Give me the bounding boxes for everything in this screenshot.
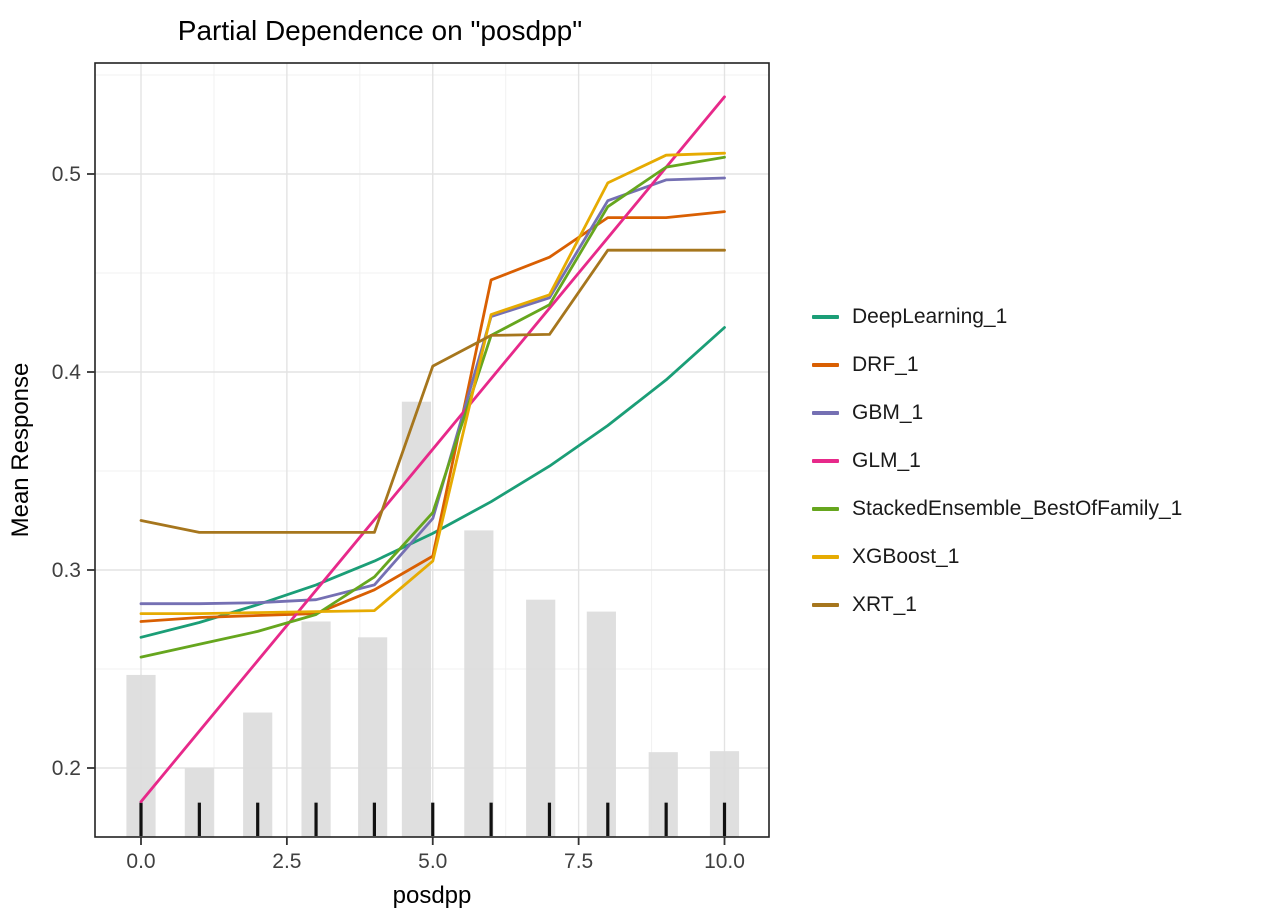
x-tick-label: 2.5 — [272, 850, 301, 873]
series-line-GLM_1 — [139, 95, 726, 804]
y-tick-label: 0.5 — [52, 163, 81, 186]
y-axis-title: Mean Response — [7, 363, 34, 538]
legend-item-GBM_1: GBM_1 — [812, 389, 1182, 437]
legend-item-DeepLearning_1: DeepLearning_1 — [812, 293, 1182, 341]
legend-swatch — [812, 603, 839, 607]
legend-label: GLM_1 — [852, 449, 921, 472]
legend-item-XRT_1: XRT_1 — [812, 581, 1182, 629]
x-tick-label: 5.0 — [418, 850, 447, 873]
histogram-bar — [464, 530, 494, 838]
legend-swatch — [812, 555, 839, 559]
series-line-DeepLearning_1 — [139, 326, 726, 639]
legend-item-DRF_1: DRF_1 — [812, 341, 1182, 389]
legend: DeepLearning_1 DRF_1 GBM_1 GLM_1 StackedEnse… — [812, 293, 1182, 629]
legend-swatch — [812, 459, 839, 463]
histogram-bar — [648, 752, 678, 838]
x-axis-title: posdpp — [393, 882, 472, 909]
legend-swatch — [812, 363, 839, 367]
series-line-XGBoost_1 — [139, 151, 726, 615]
legend-swatch — [812, 507, 839, 511]
y-tick-label: 0.3 — [52, 559, 81, 582]
y-tick-label: 0.2 — [52, 757, 81, 780]
x-tick-label: 7.5 — [564, 850, 593, 873]
axes: 0.0 2.5 5.0 7.5 10.0 0.2 0.3 0.4 0.5 — [52, 163, 745, 873]
chart-title: Partial Dependence on "posdpp" — [178, 15, 582, 46]
legend-label: XGBoost_1 — [852, 545, 960, 568]
histogram-bar — [526, 599, 556, 838]
legend-label: DRF_1 — [852, 353, 919, 376]
legend-item-XGBoost_1: XGBoost_1 — [812, 533, 1182, 581]
legend-label: GBM_1 — [852, 401, 924, 424]
histogram-bar — [358, 637, 388, 838]
legend-item-GLM_1: GLM_1 — [812, 437, 1182, 485]
rug-marks — [139, 802, 727, 836]
x-tick-label: 10.0 — [704, 850, 745, 873]
legend-item-StackedEnsemble_BestOfFamily_1: StackedEnsemble_BestOfFamily_1 — [812, 485, 1182, 533]
legend-label: DeepLearning_1 — [852, 305, 1008, 328]
legend-label: XRT_1 — [852, 593, 917, 616]
histogram-bars — [126, 401, 740, 838]
histogram-bar — [301, 621, 331, 838]
histogram-bar — [586, 611, 616, 838]
histogram-bar — [401, 401, 431, 838]
x-tick-label: 0.0 — [126, 850, 155, 873]
series-line-XRT_1 — [139, 248, 726, 534]
y-tick-label: 0.4 — [52, 361, 82, 384]
legend-label: StackedEnsemble_BestOfFamily_1 — [852, 497, 1183, 520]
series-line-StackedEnsemble_BestOfFamily_1 — [139, 155, 726, 659]
legend-swatch — [812, 411, 839, 415]
series-lines — [139, 95, 726, 804]
legend-swatch — [812, 315, 839, 319]
